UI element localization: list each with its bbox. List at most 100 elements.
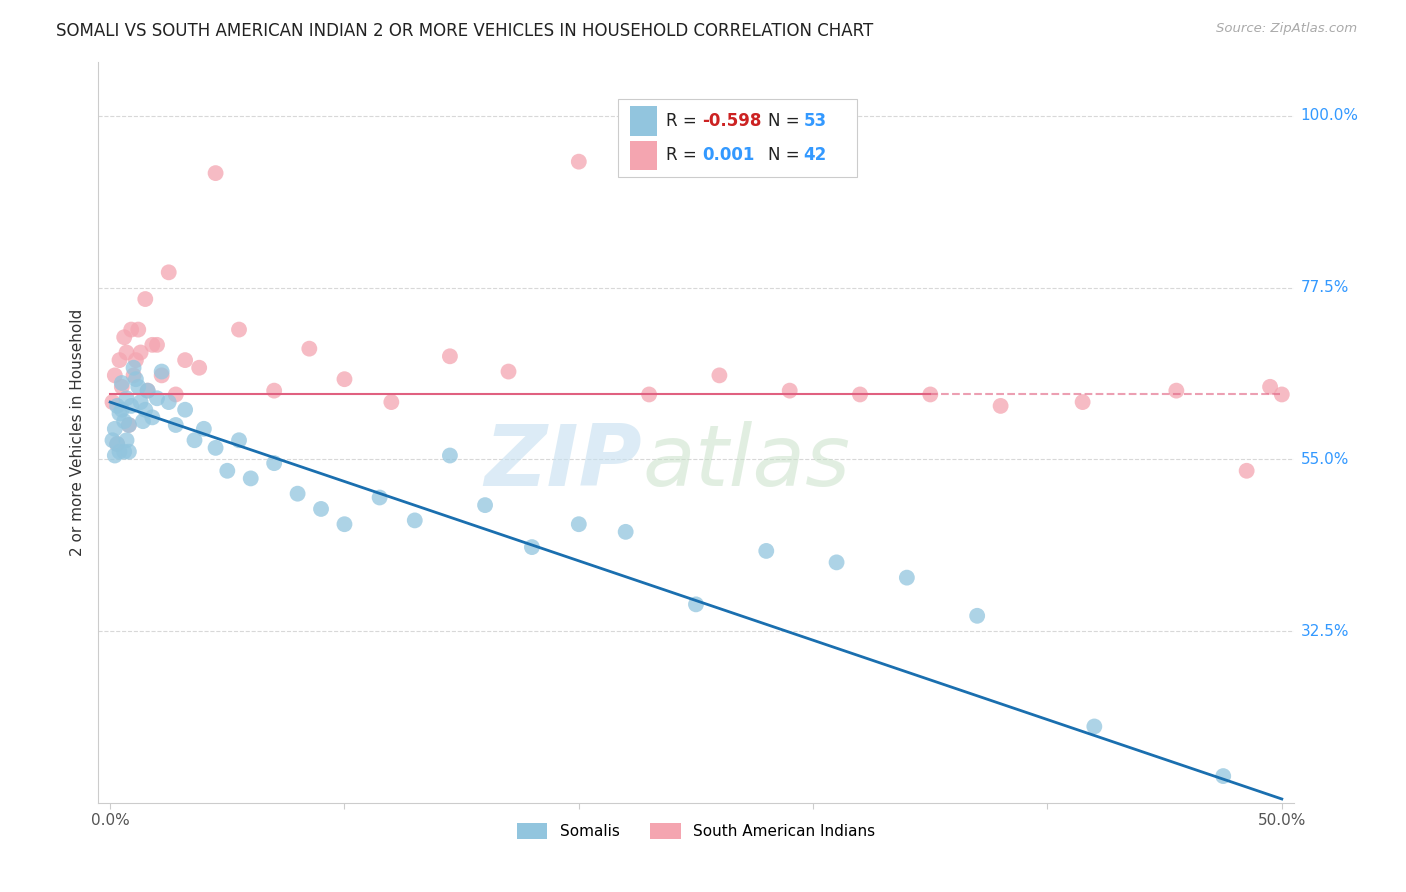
Point (136, 384, 159, 398)
Point (298, 342, 321, 356)
Point (125, 353, 148, 368)
Point (1258, 380, 1281, 394)
Text: Source: ZipAtlas.com: Source: ZipAtlas.com (1216, 22, 1357, 36)
Point (174, 353, 197, 368)
Point (134, 402, 156, 417)
Point (105, 399, 128, 413)
Legend: Somalis, South American Indians: Somalis, South American Indians (509, 815, 883, 847)
Point (141, 410, 163, 425)
Point (825, 555, 848, 569)
Point (132, 414, 155, 428)
Point (112, 330, 135, 344)
Point (111, 376, 134, 390)
Point (1271, 387, 1294, 401)
Point (896, 571, 918, 585)
Point (165, 387, 187, 401)
Point (125, 372, 148, 386)
Point (157, 265, 180, 279)
Point (112, 444, 135, 458)
Point (228, 434, 250, 448)
Point (520, 540, 543, 554)
Text: 42: 42 (804, 146, 827, 164)
Point (122, 360, 145, 375)
Point (115, 345, 138, 359)
Point (568, 154, 591, 169)
Point (638, 387, 661, 401)
Point (920, 387, 942, 401)
Point (685, 598, 707, 612)
Text: 53: 53 (804, 112, 827, 130)
Point (1071, 395, 1094, 409)
Point (333, 517, 356, 532)
Point (287, 486, 309, 500)
Point (368, 491, 391, 505)
Point (104, 368, 127, 383)
Point (127, 322, 149, 336)
Text: atlas: atlas (643, 421, 851, 504)
Point (498, 365, 520, 379)
Point (966, 608, 988, 623)
Point (474, 498, 496, 512)
Point (105, 437, 128, 451)
Point (108, 407, 131, 421)
Y-axis label: 2 or more Vehicles in Household: 2 or more Vehicles in Household (69, 309, 84, 557)
Text: ZIP: ZIP (485, 421, 643, 504)
Point (380, 395, 402, 409)
Point (108, 444, 131, 458)
Point (263, 384, 285, 398)
Bar (630, 106, 657, 136)
Point (111, 380, 134, 394)
Point (136, 384, 159, 398)
Bar (630, 141, 657, 170)
Text: R =: R = (666, 112, 702, 130)
Point (204, 441, 226, 455)
Point (150, 368, 173, 383)
Point (122, 368, 145, 383)
Text: -0.598: -0.598 (702, 112, 761, 130)
Text: N =: N = (768, 112, 804, 130)
Point (174, 402, 197, 417)
Point (228, 322, 250, 336)
Point (111, 402, 134, 417)
Point (141, 338, 163, 352)
Point (755, 544, 778, 558)
Point (101, 434, 124, 448)
Point (1236, 464, 1258, 478)
Point (118, 444, 141, 458)
Point (1166, 384, 1188, 398)
Point (157, 395, 180, 409)
Point (990, 399, 1012, 413)
Text: R =: R = (666, 146, 702, 164)
Point (101, 395, 124, 409)
Point (105, 437, 128, 451)
Point (1212, 769, 1234, 783)
Point (115, 434, 138, 448)
Point (165, 417, 187, 432)
Point (127, 380, 149, 394)
Point (146, 338, 169, 352)
Point (150, 365, 173, 379)
Text: 77.5%: 77.5% (1301, 280, 1348, 295)
Text: SOMALI VS SOUTH AMERICAN INDIAN 2 OR MORE VEHICLES IN HOUSEHOLD CORRELATION CHAR: SOMALI VS SOUTH AMERICAN INDIAN 2 OR MOR… (56, 22, 873, 40)
Point (439, 349, 461, 363)
Point (104, 449, 127, 463)
Point (309, 502, 332, 516)
Point (134, 292, 156, 306)
Point (108, 353, 131, 368)
Point (849, 387, 872, 401)
Text: 0.001: 0.001 (702, 146, 755, 164)
Text: 55.0%: 55.0% (1301, 452, 1348, 467)
Point (120, 399, 142, 413)
Point (104, 422, 127, 436)
Text: 100.0%: 100.0% (1301, 108, 1358, 123)
Point (217, 464, 239, 478)
Point (188, 360, 211, 375)
Point (614, 524, 637, 539)
Point (193, 422, 215, 436)
Point (779, 384, 801, 398)
Point (118, 417, 141, 432)
Point (115, 391, 138, 405)
Point (129, 345, 152, 359)
Point (112, 414, 135, 428)
Point (1083, 719, 1105, 733)
